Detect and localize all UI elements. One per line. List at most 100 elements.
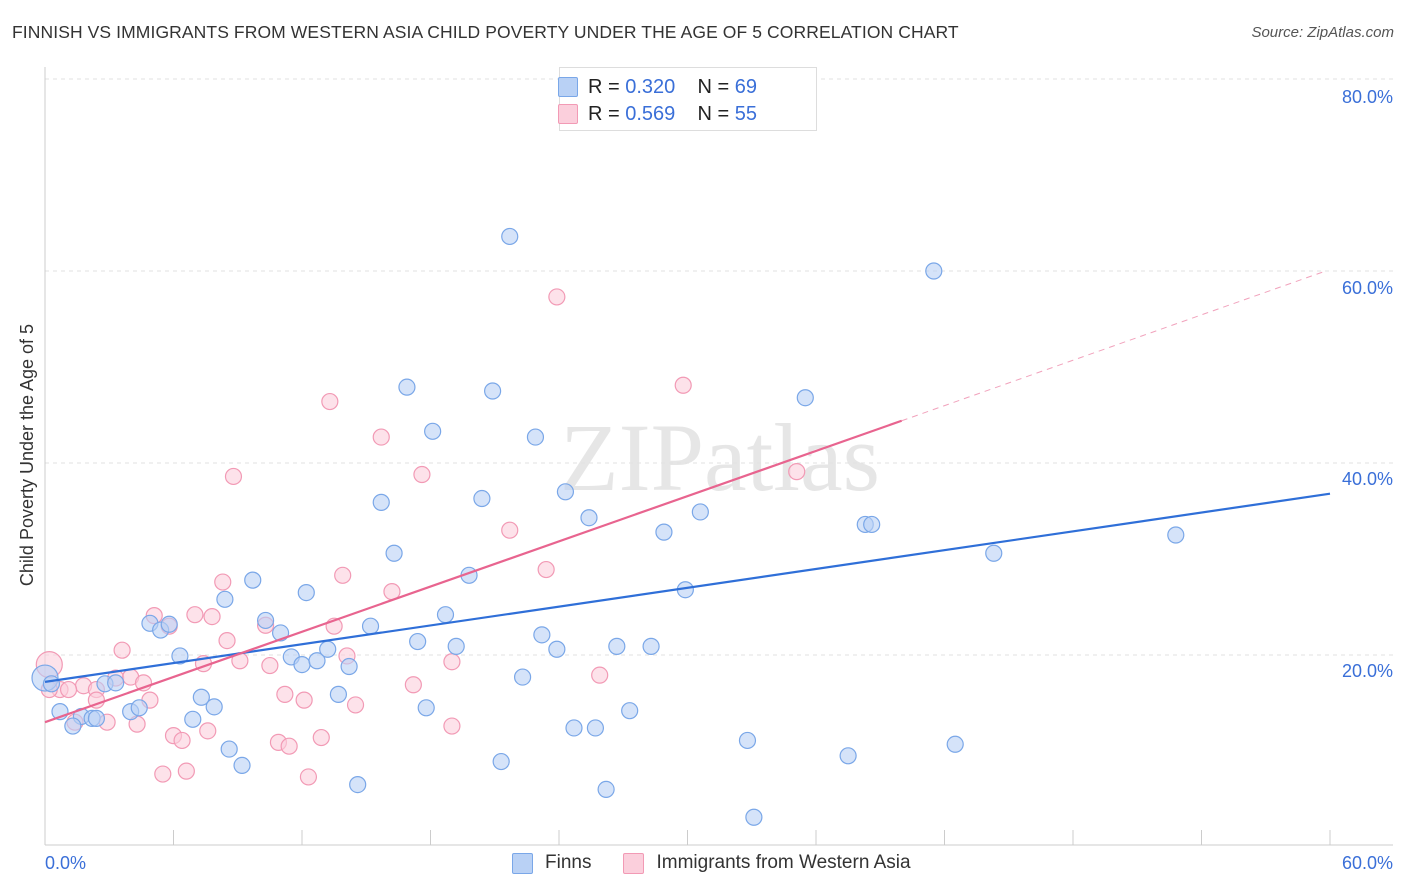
r-value-immigrants: 0.569 bbox=[625, 102, 676, 125]
finns-point bbox=[839, 747, 857, 765]
immigrants-point bbox=[173, 731, 191, 750]
legend-row-finns: R = 0.320 N = 69 bbox=[558, 74, 758, 100]
finns-point bbox=[738, 731, 757, 750]
finns-points bbox=[31, 227, 1185, 826]
immigrants-point bbox=[443, 653, 461, 671]
finns-point bbox=[171, 647, 189, 665]
finns-point bbox=[216, 590, 234, 608]
immigrants-point bbox=[537, 560, 555, 579]
finns-point bbox=[946, 735, 964, 753]
immigrants-point bbox=[261, 656, 279, 675]
finns-point bbox=[220, 740, 238, 758]
finns-point bbox=[691, 503, 709, 521]
finns-point bbox=[655, 523, 673, 541]
series-legend: Finns Immigrants from Western Asia bbox=[512, 852, 911, 874]
finns-point bbox=[436, 606, 455, 624]
finns-point bbox=[1167, 526, 1185, 544]
immigrants-point bbox=[591, 666, 609, 684]
finns-point bbox=[745, 808, 763, 826]
finns-point bbox=[526, 428, 545, 446]
finns-point bbox=[447, 637, 465, 655]
finns-point bbox=[184, 710, 202, 728]
finns-point bbox=[293, 655, 311, 674]
finns-point bbox=[308, 652, 326, 670]
legend-finns: Finns bbox=[545, 852, 592, 873]
gridlines bbox=[45, 78, 1393, 656]
finns-point bbox=[340, 657, 358, 676]
finns-trend-line bbox=[44, 492, 1331, 683]
immigrants-swatch bbox=[558, 104, 578, 124]
finns-point bbox=[233, 756, 251, 775]
finns-point bbox=[501, 227, 519, 246]
immigrants-point bbox=[299, 768, 318, 786]
immigrants-point bbox=[501, 521, 519, 539]
finns-point bbox=[863, 515, 881, 534]
immigrants-point bbox=[788, 463, 806, 481]
immigrants-point bbox=[346, 696, 365, 714]
finns-point bbox=[513, 668, 532, 686]
x-tick-label-min: 0.0% bbox=[45, 853, 86, 873]
finns-point bbox=[642, 637, 660, 655]
finns-point bbox=[556, 483, 575, 501]
x-tick-label-max: 60.0% bbox=[1342, 853, 1393, 873]
immigrants-trend-extrapolated bbox=[901, 270, 1326, 422]
immigrants-point bbox=[59, 680, 78, 699]
finns-point bbox=[473, 489, 491, 508]
finns-point bbox=[608, 637, 626, 655]
immigrants-point bbox=[548, 288, 566, 306]
legend-row-immigrants: R = 0.569 N = 55 bbox=[558, 101, 757, 127]
watermark-text: ZIPatlas bbox=[560, 404, 880, 511]
finns-point bbox=[586, 719, 605, 737]
immigrants-point bbox=[199, 722, 217, 740]
source-label: Source: ZipAtlas.com bbox=[1251, 24, 1394, 41]
immigrants-point bbox=[372, 428, 390, 446]
finns-point bbox=[349, 775, 367, 794]
finns-point bbox=[409, 632, 427, 651]
immigrants-point bbox=[224, 467, 243, 486]
finns-point bbox=[87, 709, 106, 727]
chart-title: FINNISH VS IMMIGRANTS FROM WESTERN ASIA … bbox=[12, 22, 959, 42]
immigrants-point bbox=[87, 691, 106, 709]
finns-point bbox=[319, 640, 337, 658]
legend-immigrants: Immigrants from Western Asia bbox=[656, 852, 911, 873]
immigrants-point bbox=[674, 376, 692, 394]
immigrants-point bbox=[186, 606, 204, 624]
immigrants-legend-swatch bbox=[623, 852, 645, 874]
y-tick-label-80: 80.0% bbox=[1342, 87, 1393, 107]
finns-point bbox=[484, 382, 502, 400]
finns-point bbox=[244, 571, 262, 589]
finns-point bbox=[192, 688, 210, 706]
finns-point bbox=[130, 699, 148, 717]
immigrants-point bbox=[413, 465, 431, 484]
finns-swatch bbox=[558, 77, 578, 97]
finns-point bbox=[424, 422, 442, 440]
immigrants-point bbox=[218, 631, 236, 650]
immigrants-point bbox=[276, 685, 294, 703]
n-label: N = bbox=[697, 102, 730, 125]
r-label: R = bbox=[588, 75, 620, 98]
immigrants-point bbox=[214, 573, 232, 591]
immigrants-points bbox=[35, 288, 806, 786]
finns-point bbox=[64, 717, 82, 735]
finns-point bbox=[565, 719, 583, 737]
finns-point bbox=[796, 389, 814, 407]
finns-point bbox=[160, 615, 178, 633]
n-label: N = bbox=[697, 75, 730, 98]
finns-point bbox=[372, 493, 390, 511]
finns-point bbox=[107, 674, 125, 692]
watermark: ZIPatlas bbox=[560, 404, 880, 511]
immigrants-point bbox=[334, 566, 352, 584]
r-value-finns: 0.320 bbox=[625, 75, 676, 98]
immigrants-point bbox=[203, 607, 221, 626]
finns-point bbox=[597, 780, 615, 799]
finns-point bbox=[385, 544, 403, 562]
finns-point bbox=[297, 583, 315, 602]
stats-legend: R = 0.320 N = 69 R = 0.569 N = 55 bbox=[558, 67, 817, 131]
finns-legend-swatch bbox=[512, 852, 533, 874]
immigrants-point bbox=[280, 737, 298, 755]
immigrants-trend-line bbox=[44, 419, 903, 724]
n-value-finns: 69 bbox=[734, 75, 758, 98]
finns-point bbox=[205, 698, 223, 716]
finns-point bbox=[329, 685, 348, 703]
